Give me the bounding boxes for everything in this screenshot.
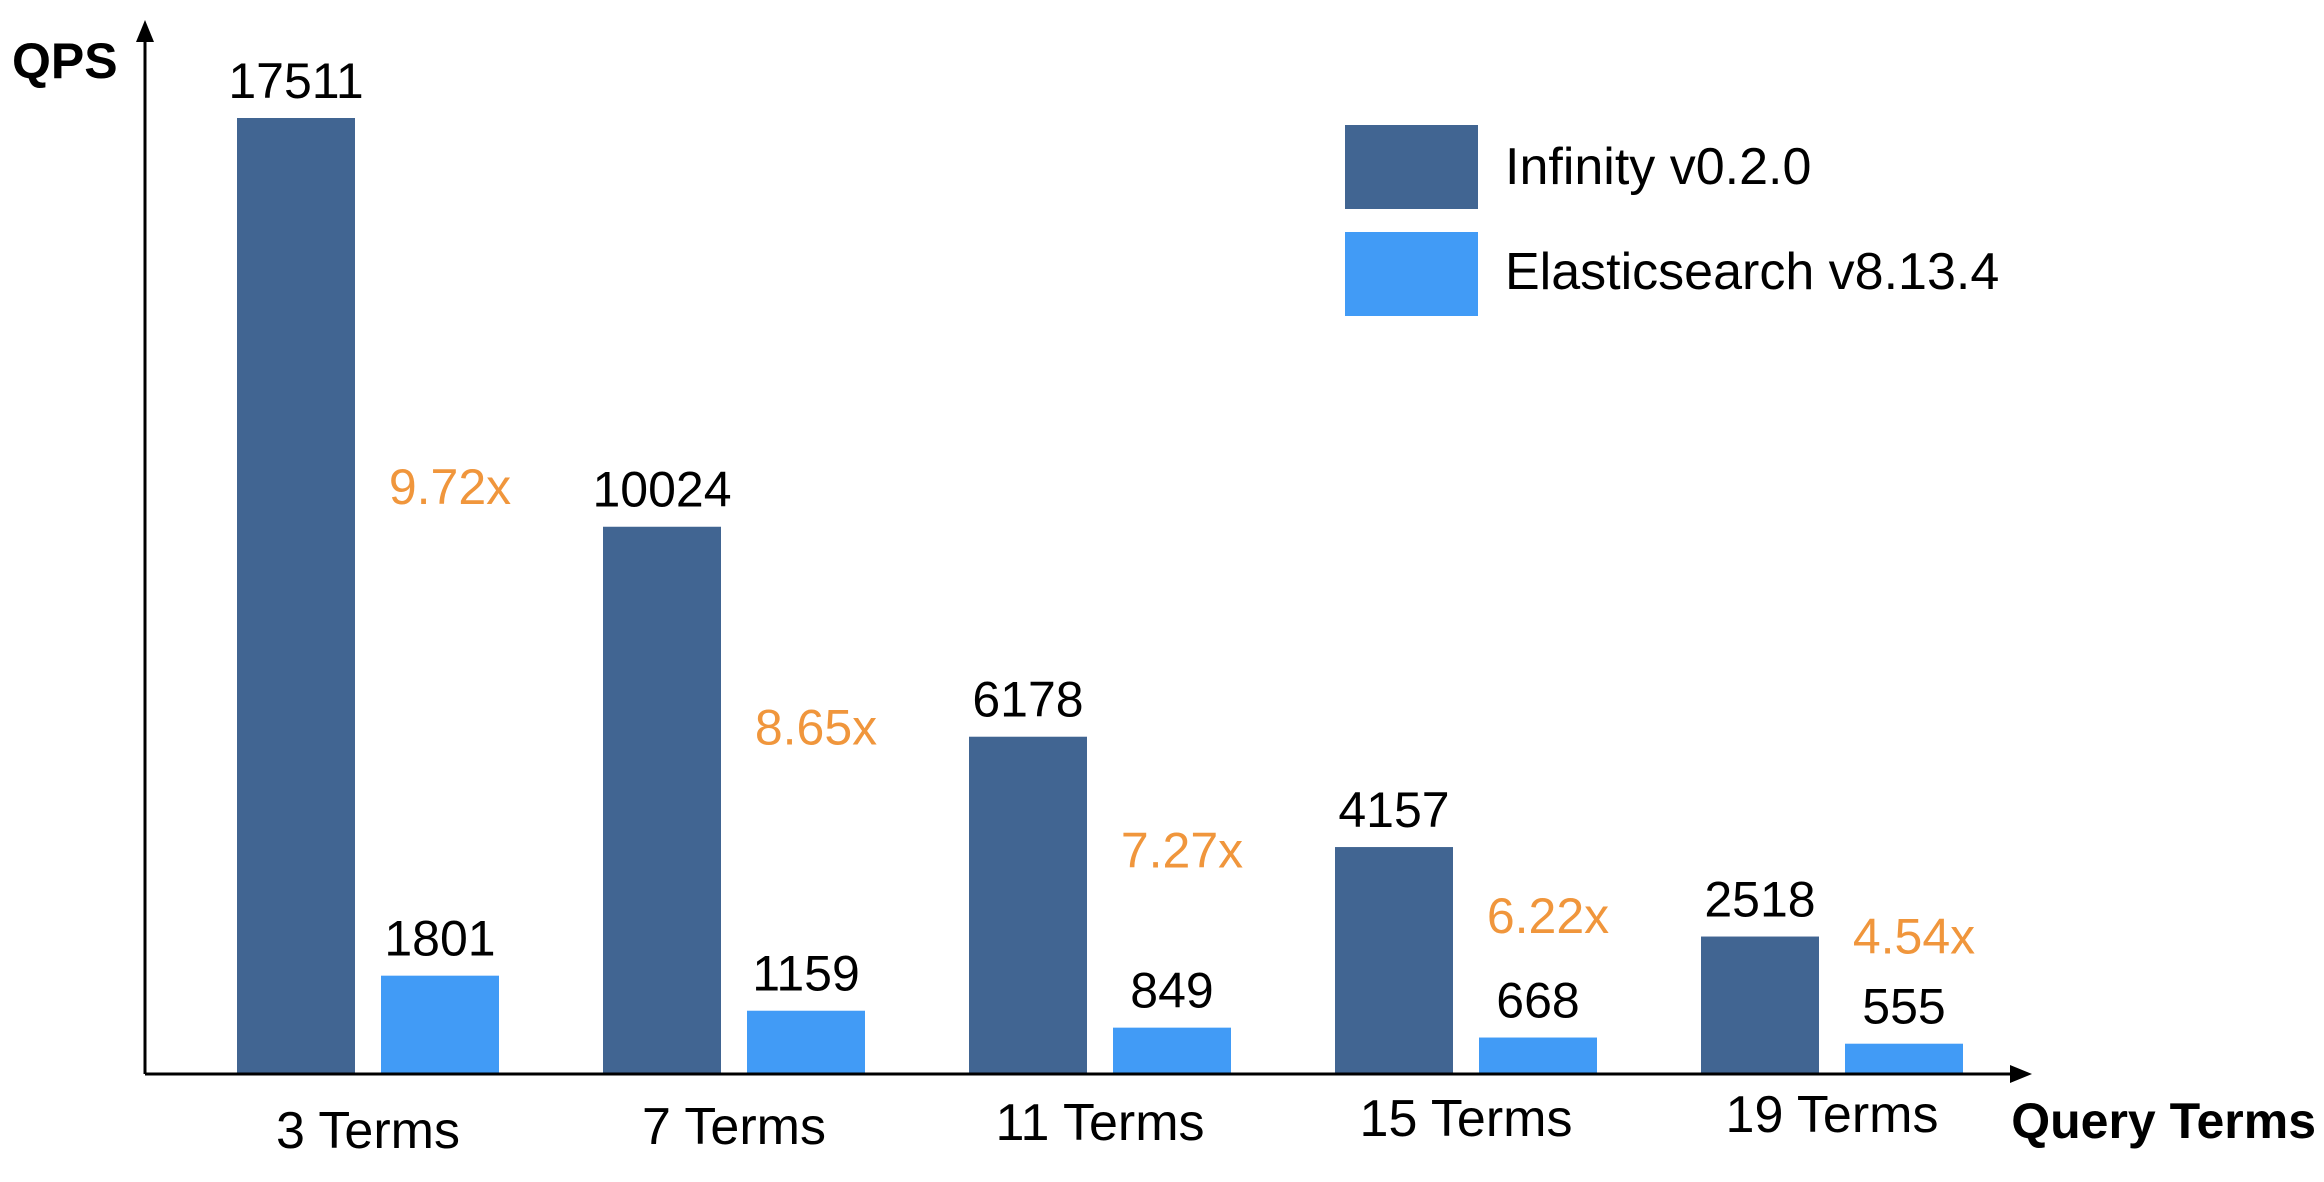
- bar-infinity-v0-2-0-7-terms: [603, 526, 721, 1074]
- value-label-elasticsearch-v8-13-4-19-terms: 555: [1862, 979, 1945, 1035]
- value-label-infinity-v0-2-0-11-terms: 6178: [972, 672, 1083, 728]
- x-tick-label-15-terms: 15 Terms: [1360, 1090, 1573, 1148]
- ratio-labels-group: 9.72x 8.65x 7.27x 6.22x 4.54x: [389, 459, 1975, 965]
- bar-infinity-v0-2-0-19-terms: [1701, 936, 1819, 1074]
- speedup-annotation-19-terms: 4.54x: [1853, 909, 1975, 965]
- value-label-infinity-v0-2-0-19-terms: 2518: [1704, 872, 1815, 928]
- value-label-infinity-v0-2-0-7-terms: 10024: [592, 462, 731, 518]
- axes-group: [136, 20, 2032, 1083]
- y-axis-arrow-icon: [136, 20, 154, 42]
- bar-elasticsearch-v8-13-4-15-terms: [1479, 1037, 1597, 1074]
- bars-group: [237, 118, 1963, 1074]
- x-tick-label-11-terms: 11 Terms: [995, 1094, 1204, 1152]
- x-tick-label-7-terms: 7 Terms: [642, 1098, 826, 1156]
- bar-infinity-v0-2-0-3-terms: [237, 118, 355, 1074]
- x-tick-label-3-terms: 3 Terms: [276, 1102, 460, 1160]
- bar-elasticsearch-v8-13-4-19-terms: [1845, 1043, 1963, 1074]
- bar-infinity-v0-2-0-15-terms: [1335, 847, 1453, 1074]
- value-label-elasticsearch-v8-13-4-7-terms: 1159: [752, 946, 860, 1002]
- x-tick-labels-group: 3 Terms 7 Terms 11 Terms 15 Terms 19 Terms: [276, 1086, 1938, 1160]
- x-axis-arrow-icon: [2010, 1065, 2032, 1083]
- y-axis-title: QPS: [12, 33, 118, 89]
- value-label-infinity-v0-2-0-3-terms: 17511: [228, 53, 363, 109]
- value-label-elasticsearch-v8-13-4-11-terms: 849: [1130, 963, 1213, 1019]
- legend-label-infinity: Infinity v0.2.0: [1505, 138, 1811, 196]
- speedup-annotation-7-terms: 8.65x: [755, 700, 877, 756]
- bar-elasticsearch-v8-13-4-7-terms: [747, 1010, 865, 1074]
- value-label-elasticsearch-v8-13-4-15-terms: 668: [1496, 973, 1579, 1029]
- bar-elasticsearch-v8-13-4-11-terms: [1113, 1027, 1231, 1074]
- speedup-annotation-11-terms: 7.27x: [1121, 823, 1243, 879]
- speedup-annotation-3-terms: 9.72x: [389, 459, 511, 515]
- legend-label-elasticsearch: Elasticsearch v8.13.4: [1505, 243, 1999, 301]
- value-label-elasticsearch-v8-13-4-3-terms: 1801: [384, 911, 495, 967]
- x-tick-label-19-terms: 19 Terms: [1726, 1086, 1939, 1144]
- value-labels-group: 17511 1801 10024 1159 6178 849 4157 668 2518 555: [228, 53, 1945, 1035]
- value-label-infinity-v0-2-0-15-terms: 4157: [1338, 782, 1449, 838]
- legend-swatch-elasticsearch: [1345, 232, 1478, 316]
- legend: Infinity v0.2.0 Elasticsearch v8.13.4: [1345, 125, 1999, 316]
- bar-elasticsearch-v8-13-4-3-terms: [381, 975, 499, 1074]
- speedup-annotation-15-terms: 6.22x: [1487, 888, 1609, 944]
- bar-infinity-v0-2-0-11-terms: [969, 736, 1087, 1074]
- x-axis-title: Query Terms: [2011, 1093, 2316, 1149]
- legend-swatch-infinity: [1345, 125, 1478, 209]
